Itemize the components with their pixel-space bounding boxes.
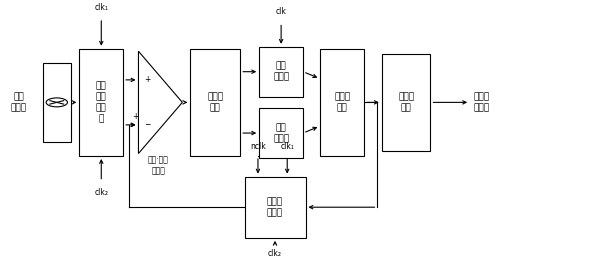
Bar [320, 49, 364, 156]
Bar [244, 176, 306, 238]
Text: 旋转
电流
调制
器: 旋转 电流 调制 器 [96, 81, 107, 123]
Text: 带通波
滤器: 带通波 滤器 [207, 92, 224, 112]
Text: 低通滤
波器: 低通滤 波器 [398, 92, 414, 112]
Text: clk₁: clk₁ [280, 142, 294, 151]
Text: clk₁: clk₁ [94, 3, 108, 11]
Text: 霍尔
传感器: 霍尔 传感器 [11, 92, 27, 112]
Text: clk₂: clk₂ [268, 250, 282, 258]
Bar [190, 49, 240, 156]
Bar [259, 108, 303, 158]
Bar [382, 54, 431, 151]
Text: 差分·差分
放大器: 差分·差分 放大器 [148, 156, 169, 175]
Bar [259, 47, 303, 97]
Bar [43, 63, 71, 142]
Text: nclk: nclk [250, 142, 266, 151]
Bar [79, 49, 123, 156]
Text: +: + [132, 112, 138, 121]
Text: clk₂: clk₂ [94, 188, 108, 197]
Text: 采样
保持器: 采样 保持器 [273, 123, 289, 143]
Text: 位反馈
调制器: 位反馈 调制器 [267, 197, 283, 217]
Text: −: − [145, 120, 151, 129]
Text: +: + [145, 75, 151, 84]
Text: clk: clk [276, 7, 287, 16]
Text: 采样
保持器: 采样 保持器 [273, 62, 289, 82]
Polygon shape [139, 51, 182, 153]
Text: 霍尔芯
片输出: 霍尔芯 片输出 [473, 92, 489, 112]
Text: 加法解
调器: 加法解 调器 [334, 92, 350, 112]
